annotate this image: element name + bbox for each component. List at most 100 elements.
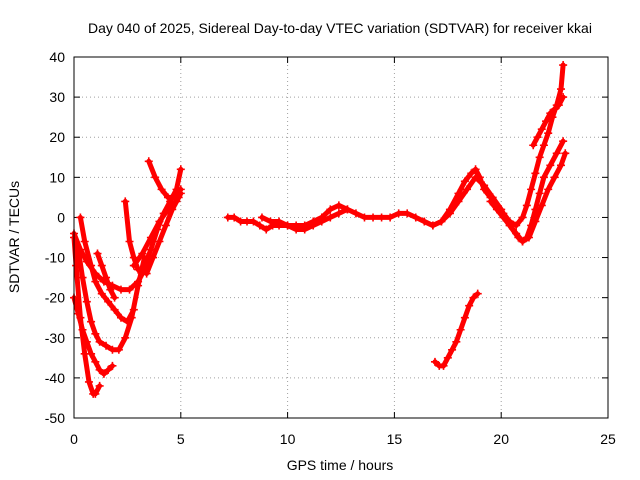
data-point (82, 257, 91, 266)
x-axis-title: GPS time / hours (287, 457, 394, 473)
data-point (471, 173, 480, 182)
data-point (102, 273, 111, 282)
data-point (326, 213, 335, 222)
data-point (176, 165, 185, 174)
chart-title: Day 040 of 2025, Sidereal Day-to-day VTE… (88, 20, 592, 36)
data-point (411, 213, 420, 222)
data-point (108, 361, 117, 370)
data-point (125, 285, 134, 294)
series-track-12 (223, 61, 568, 234)
data-point (460, 177, 469, 186)
data-point (486, 197, 495, 206)
data-point (144, 157, 153, 166)
data-point (99, 369, 108, 378)
y-tick-label: 30 (49, 89, 65, 105)
series-track-17 (430, 289, 482, 370)
data-point (230, 213, 239, 222)
y-tick-label: 20 (49, 129, 65, 145)
data-point (95, 337, 104, 346)
data-point (537, 201, 546, 210)
data-point (467, 169, 476, 178)
data-point (309, 221, 318, 230)
data-point (488, 193, 497, 202)
data-point (97, 289, 106, 298)
data-point (544, 129, 553, 138)
series-track-13 (257, 205, 352, 234)
data-point (95, 365, 104, 374)
data-point (326, 205, 335, 214)
series-track-6 (93, 249, 119, 302)
data-point (546, 109, 555, 118)
data-point (76, 213, 85, 222)
data-point (531, 217, 540, 226)
data-point (292, 225, 301, 234)
data-point (559, 93, 568, 102)
data-point (529, 141, 538, 150)
data-point (110, 305, 119, 314)
series-line (146, 158, 184, 200)
data-point (452, 337, 461, 346)
x-tick-label: 10 (280, 431, 296, 447)
x-tick-labels: 0 5 10 15 20 25 (70, 431, 616, 447)
data-point (465, 301, 474, 310)
data-point (351, 209, 360, 218)
data-point (386, 213, 395, 222)
data-point (174, 193, 183, 202)
data-point (91, 269, 100, 278)
x-tick-label: 5 (177, 431, 185, 447)
data-point (129, 305, 138, 314)
data-point (554, 101, 563, 110)
y-tick-label: 40 (49, 49, 65, 65)
data-point (134, 277, 143, 286)
data-point (110, 293, 119, 302)
data-point (454, 197, 463, 206)
data-point (443, 353, 452, 362)
data-point (394, 209, 403, 218)
data-point (448, 345, 457, 354)
data-point (176, 185, 185, 194)
x-tick-label: 20 (493, 431, 509, 447)
data-point (151, 173, 160, 182)
data-point (559, 61, 568, 70)
data-point (91, 277, 100, 286)
data-point (460, 313, 469, 322)
x-tick-label: 15 (387, 431, 403, 447)
data-point (542, 117, 551, 126)
data-point (369, 213, 378, 222)
data-point (87, 317, 96, 326)
data-point (317, 217, 326, 226)
data-point (123, 317, 132, 326)
y-tick-label: 10 (49, 169, 65, 185)
data-point (420, 217, 429, 226)
data-point (463, 185, 472, 194)
data-point (138, 249, 147, 258)
data-point (87, 349, 96, 358)
y-axis-title: SDTVAR / TECUs (6, 181, 22, 293)
data-point (157, 185, 166, 194)
data-point (125, 237, 134, 246)
data-point (492, 205, 501, 214)
data-point (539, 173, 548, 182)
data-point (559, 137, 568, 146)
data-point (255, 221, 264, 230)
data-point (74, 309, 83, 318)
data-point (78, 325, 87, 334)
data-point (456, 325, 465, 334)
data-point (550, 173, 559, 182)
series-track-4 (76, 213, 138, 326)
data-point (84, 377, 93, 386)
data-point (153, 225, 162, 234)
data-point (469, 293, 478, 302)
data-point (97, 261, 106, 270)
data-point (257, 213, 266, 222)
series-track-10 (144, 157, 185, 202)
data-point (76, 245, 85, 254)
series-track-16 (529, 93, 568, 150)
data-point (155, 237, 164, 246)
data-point (149, 253, 158, 262)
data-point (437, 217, 446, 226)
series-line (144, 194, 182, 277)
data-point (116, 285, 125, 294)
data-point (473, 289, 482, 298)
